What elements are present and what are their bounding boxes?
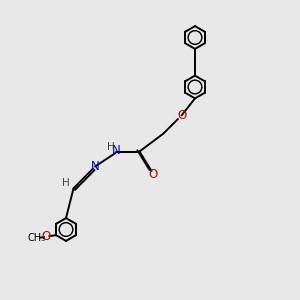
Text: H: H	[61, 178, 69, 188]
Text: N: N	[91, 160, 100, 173]
Text: N: N	[112, 144, 121, 158]
Text: O: O	[42, 230, 51, 243]
Text: O: O	[177, 109, 186, 122]
Text: H: H	[107, 142, 115, 152]
Text: O: O	[148, 167, 158, 181]
Text: CH₃: CH₃	[28, 233, 46, 243]
